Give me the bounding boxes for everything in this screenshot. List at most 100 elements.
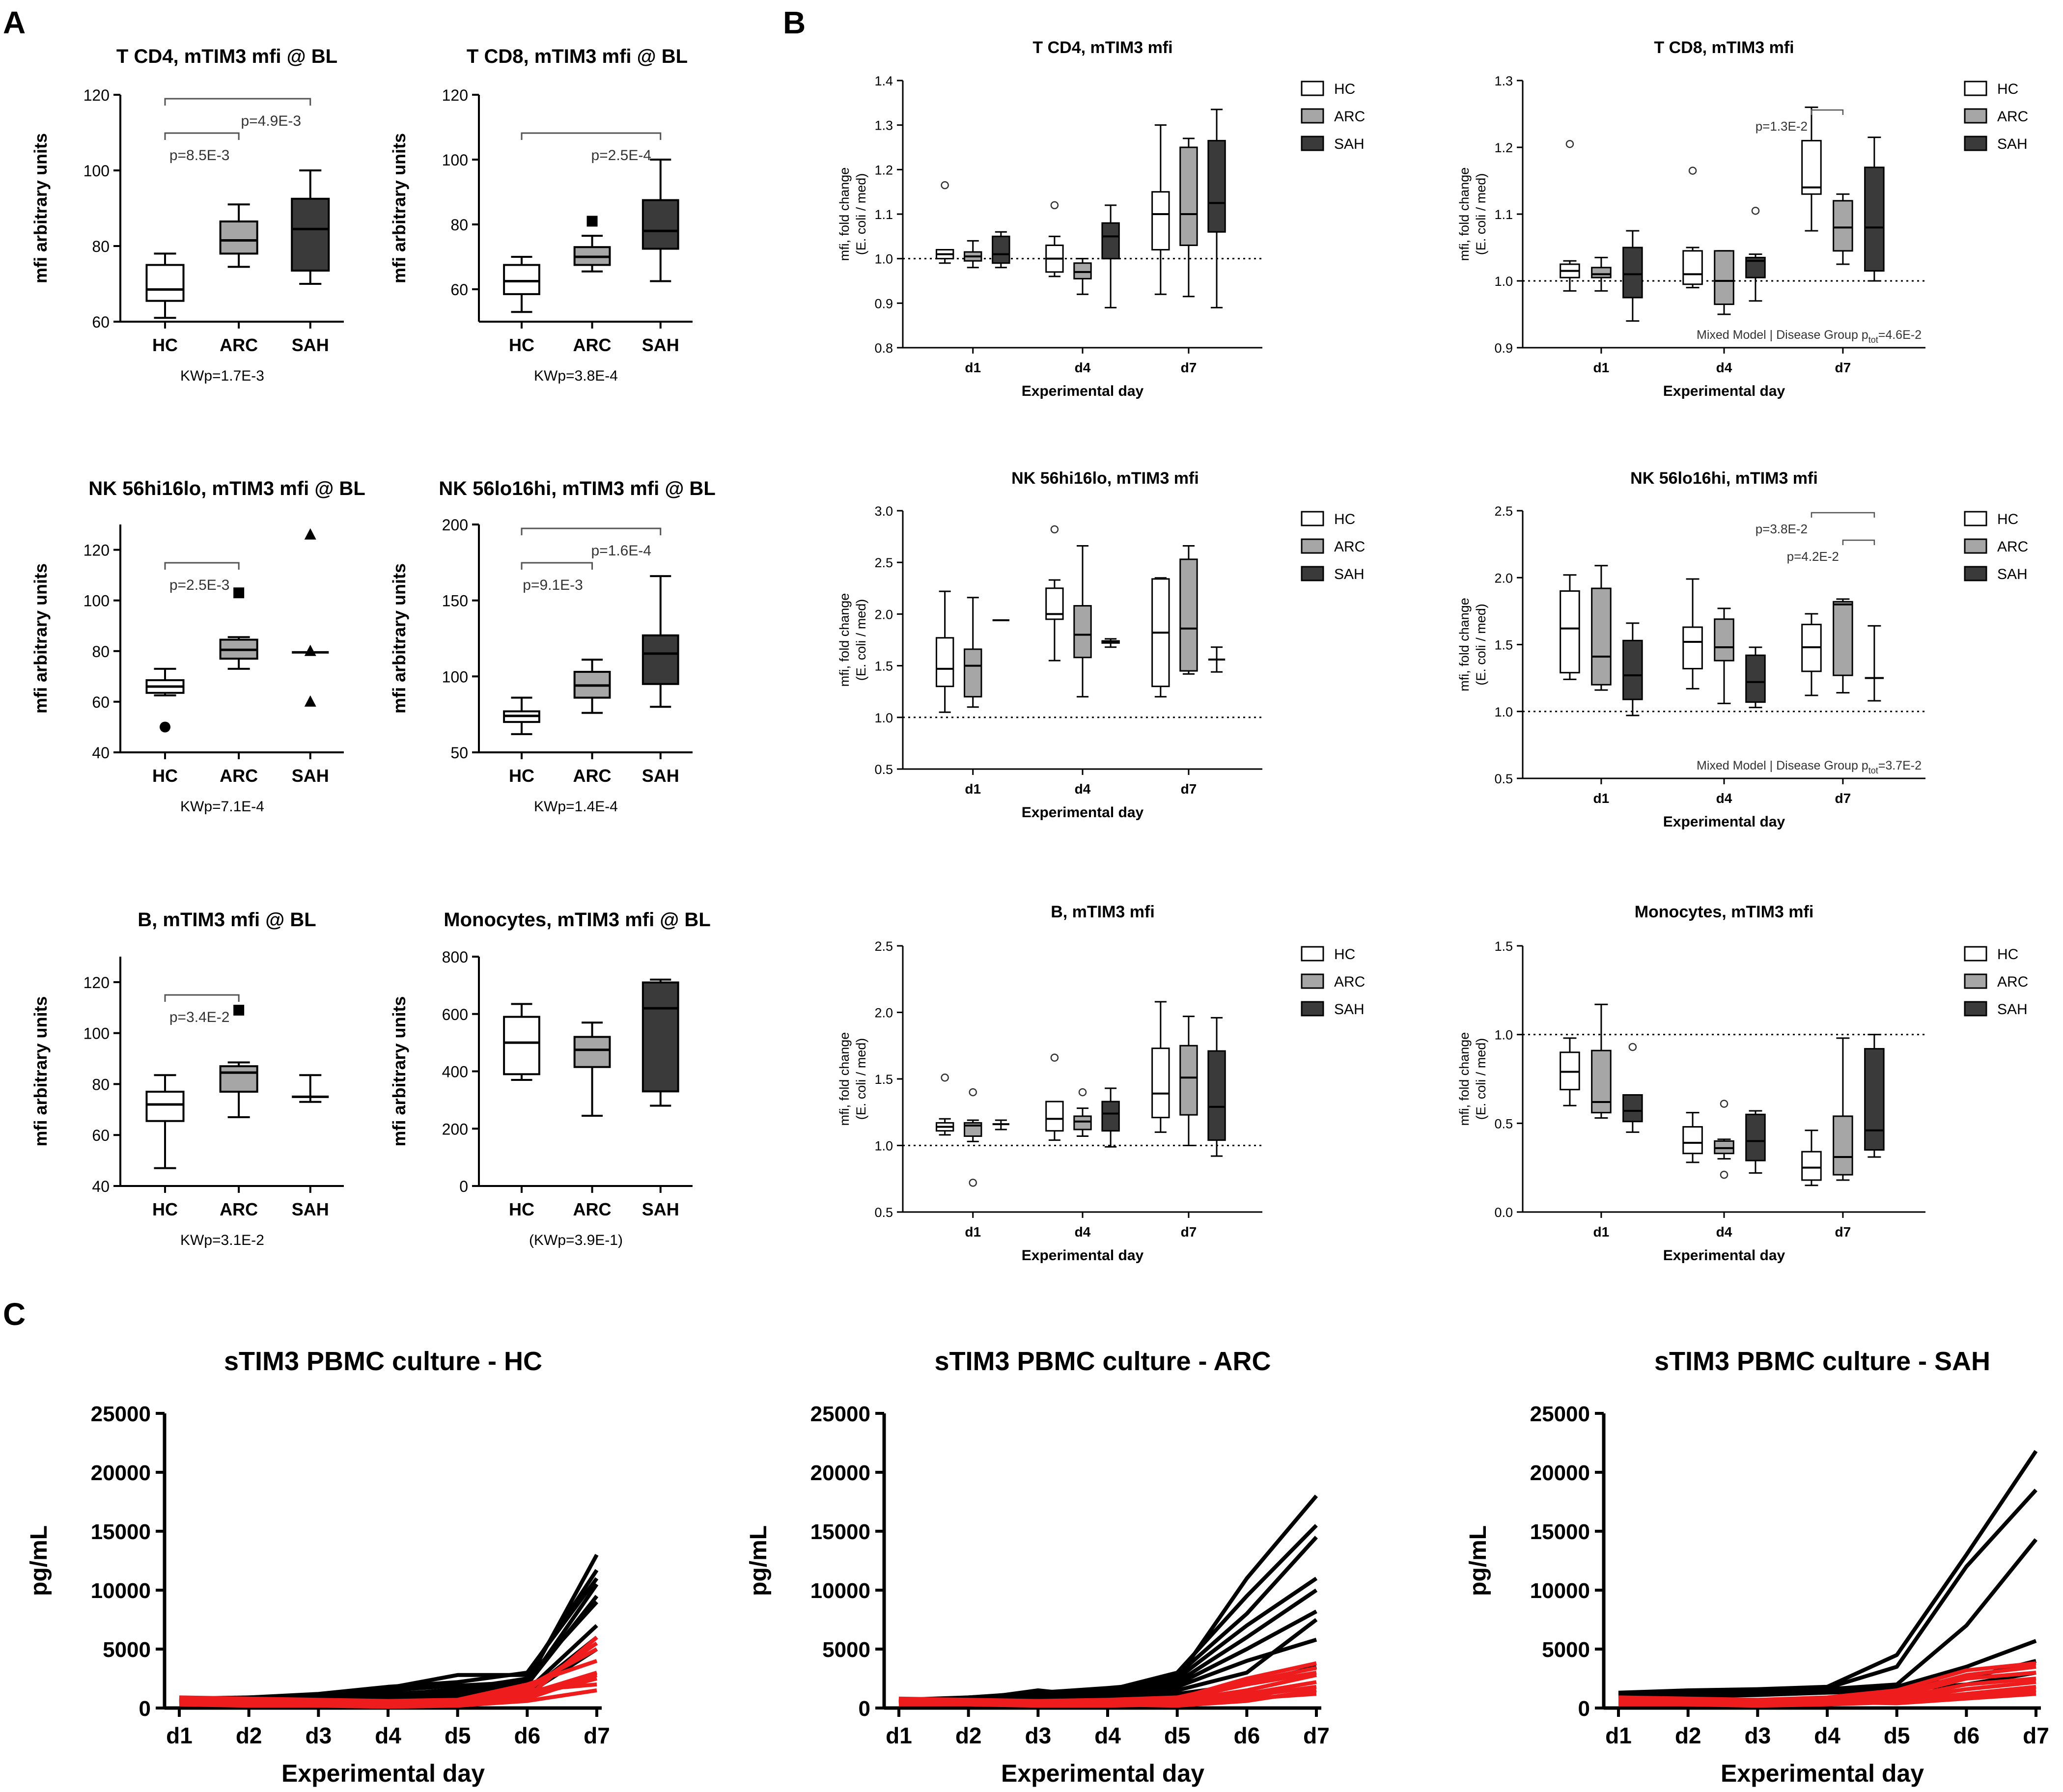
x-axis-label: Experimental day (1022, 804, 1144, 821)
box-d7-sah (1865, 625, 1884, 702)
y-tick-label: 0 (859, 1697, 870, 1721)
outlier-point (1720, 1100, 1728, 1108)
box-d4-sah (1745, 646, 1766, 709)
outlier-point (233, 1004, 245, 1016)
y-axis-label: mfi arbitrary units (389, 563, 409, 714)
box-d7-hc (1151, 577, 1170, 698)
x-tick-label: d3 (1744, 1723, 1771, 1748)
bracket-p-value: p=3.4E-2 (169, 1009, 230, 1025)
box-iqr (1682, 250, 1703, 285)
y-tick-label: 10000 (91, 1579, 151, 1603)
box-d7-arc (1833, 1037, 1853, 1181)
box-arc (573, 216, 611, 273)
box-hc (145, 252, 185, 319)
y-tick-label: 0.9 (1494, 341, 1513, 356)
x-tick-label: d2 (1675, 1723, 1701, 1748)
legend-label-arc: ARC (1997, 109, 2028, 125)
box-d4-sah (1745, 206, 1766, 302)
box-iqr (1151, 191, 1170, 251)
box-d7-hc (1151, 124, 1170, 295)
x-tick-label: SAH (642, 1199, 679, 1219)
x-tick-label: SAH (642, 335, 679, 355)
x-tick-label: d4 (1094, 1723, 1121, 1748)
legend-swatch-hc (1964, 81, 1987, 96)
box-d7-hc (1801, 613, 1822, 696)
outlier-point (160, 721, 170, 733)
legend-swatch-arc (1964, 538, 1987, 554)
boxplot-A2: T CD8, mTIM3 mfi @ BL 60 80 100 120 mfi arbit… (389, 46, 693, 384)
panel-letter-a: A (3, 5, 26, 40)
legend-swatch-sah (1964, 1001, 1987, 1017)
significance-bracket (164, 132, 240, 140)
y-tick-label: 60 (92, 693, 110, 711)
chart-title: sTIM3 PBMC culture - HC (224, 1347, 542, 1376)
mixed-model-note: Mixed Model | Disease Group ptot=4.6E-2 (1697, 328, 1922, 345)
y-tick-label: 100 (84, 592, 110, 610)
x-tick-label: SAH (292, 1199, 329, 1219)
significance-bracket (164, 562, 240, 570)
y-axis-label: mfi, fold change (1457, 598, 1472, 691)
box-iqr (1682, 1126, 1703, 1155)
y-tick-label: 1.0 (1494, 274, 1513, 289)
series-line-black-5 (898, 1588, 1318, 1703)
y-axis-label: pg/mL (1465, 1525, 1491, 1596)
note-value: =4.6E-2 (1878, 328, 1922, 342)
legend-label-arc: ARC (1334, 974, 1365, 990)
box-d1-arc (1591, 1003, 1612, 1119)
y-axis-label: mfi arbitrary units (389, 996, 409, 1146)
y-tick-label: 200 (442, 1120, 468, 1138)
y-tick-label: 15000 (810, 1520, 870, 1544)
legend-swatch-arc (1301, 538, 1324, 554)
data-point (304, 528, 316, 540)
box-iqr (503, 264, 540, 295)
box-iqr (641, 981, 679, 1093)
box-sah (641, 978, 679, 1107)
chart-title: Monocytes, mTIM3 mfi (1635, 903, 1814, 921)
y-axis-label: mfi arbitrary units (30, 996, 51, 1146)
series-line-red-7 (1618, 1688, 2036, 1708)
y-axis-label: mfi arbitrary units (389, 133, 409, 283)
boxplot-A4: NK 56lo16hi, mTIM3 mfi @ BL 50 100 150 200 mf… (389, 478, 716, 815)
box-iqr (145, 264, 185, 302)
legend-label-hc: HC (1334, 81, 1355, 97)
lineplot-C2: sTIM3 PBMC culture - ARC 0 5000 10000 15000 2… (746, 1347, 1330, 1787)
y-tick-label: 2.5 (874, 939, 893, 954)
legend-label-sah: SAH (1997, 1001, 2028, 1018)
box-iqr (1179, 146, 1198, 246)
series-line-red-9 (179, 1673, 598, 1707)
box-iqr (145, 1091, 185, 1122)
x-tick-label: d6 (1953, 1723, 1979, 1748)
y-tick-label: 400 (442, 1063, 468, 1081)
box-iqr (1801, 1151, 1822, 1181)
box-iqr (1622, 639, 1643, 700)
box-iqr (1045, 1101, 1064, 1132)
box-d7-arc (1179, 1016, 1198, 1146)
box-d4-hc (1045, 1053, 1064, 1141)
box-iqr (992, 235, 1010, 264)
x-tick-label: d5 (445, 1723, 471, 1748)
y-axis-label-2: (E. coli / med) (854, 173, 868, 255)
box-arc (219, 587, 258, 670)
x-tick-label: d1 (1593, 360, 1610, 375)
outlier-point (233, 587, 245, 599)
y-tick-label: 60 (92, 1127, 110, 1144)
x-tick-label: d4 (1075, 781, 1091, 797)
x-tick-label: SAH (642, 766, 679, 786)
kw-p-value: KWp=1.7E-3 (180, 368, 264, 384)
legend-swatch-sah (1964, 566, 1987, 581)
box-iqr (1179, 558, 1198, 672)
outlier-point (1050, 525, 1059, 534)
box-iqr (1801, 139, 1822, 195)
legend-label-hc: HC (1997, 81, 2018, 97)
y-tick-label: 1.0 (1494, 705, 1513, 719)
x-tick-label: ARC (573, 766, 612, 786)
x-tick-label: d6 (514, 1723, 540, 1748)
legend-label-hc: HC (1334, 511, 1355, 527)
significance-bracket (164, 994, 240, 1002)
series-line-red-4 (179, 1659, 598, 1703)
box-d7-sah (1864, 137, 1885, 282)
y-tick-label: 0.8 (874, 341, 893, 356)
y-tick-label: 60 (92, 313, 110, 331)
note-subscript: tot (1868, 766, 1878, 775)
